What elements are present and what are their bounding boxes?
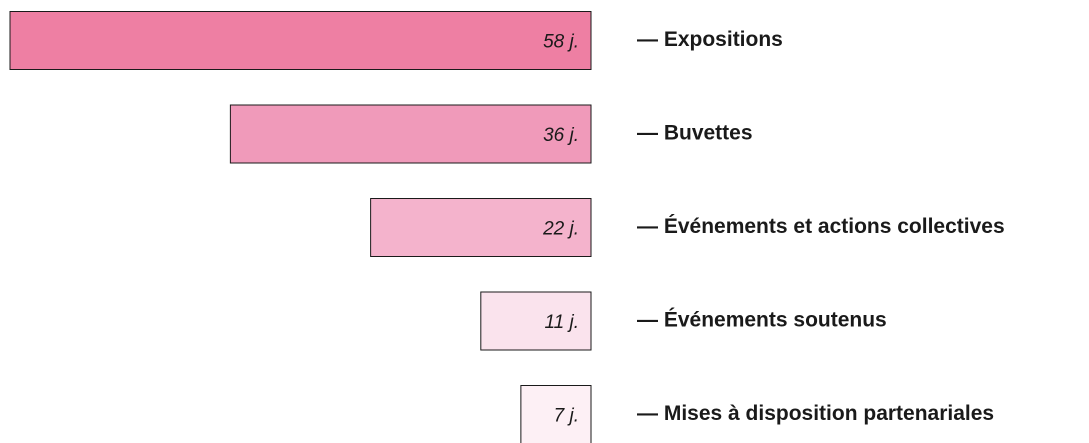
value-label: 58 j. xyxy=(543,32,579,53)
bar xyxy=(229,104,592,164)
bar xyxy=(480,291,592,351)
category-label: — Buvettes xyxy=(637,122,753,145)
bar xyxy=(520,385,592,443)
category-label: — Événements et actions collectives xyxy=(637,215,1005,238)
category-label: — Événements soutenus xyxy=(637,309,887,332)
value-label: 22 j. xyxy=(542,219,579,240)
category-label: — Mises à disposition partenariales xyxy=(637,402,994,425)
value-label: 36 j. xyxy=(543,125,579,146)
value-label: 11 j. xyxy=(544,312,579,333)
bar xyxy=(370,198,592,257)
category-label: — Expositions xyxy=(637,28,783,51)
value-label: 7 j. xyxy=(554,406,579,427)
bar xyxy=(9,11,592,70)
